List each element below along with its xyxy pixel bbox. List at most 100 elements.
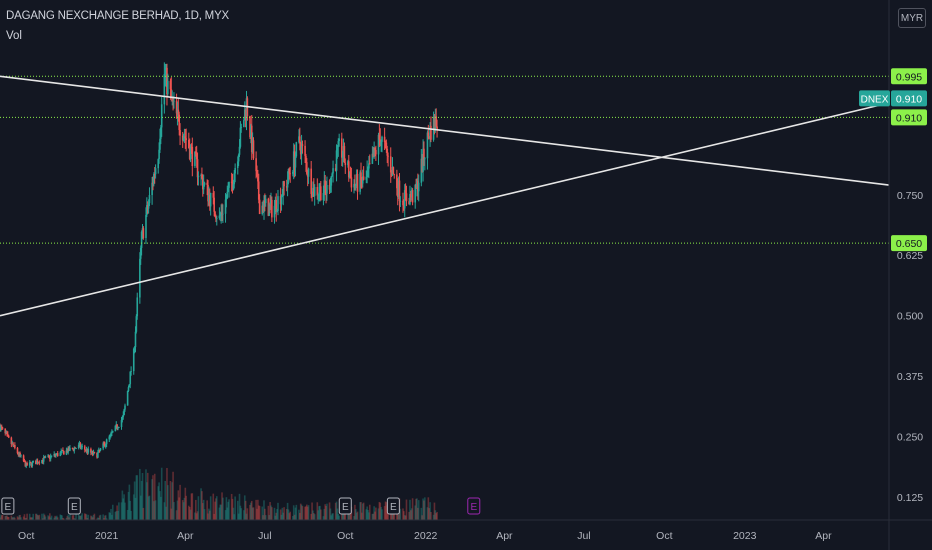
volume-bar [181,500,184,520]
volume-bar [146,482,148,520]
candle-body [222,213,224,215]
candle-body [393,173,396,175]
candle-body [416,181,418,189]
volume-bar [90,515,92,520]
volume-bar [239,505,242,520]
candle-body [74,447,76,449]
candle-body [271,199,273,218]
candle-body [318,192,320,195]
candle-body [415,185,417,189]
volume-bar [232,507,235,520]
candle-body [44,456,47,458]
volume-bar [316,502,319,520]
candle-body [176,109,179,114]
y-tick-label: 0.375 [897,371,923,383]
candle-body [328,184,331,190]
candle-body [287,168,290,182]
candle-body [250,125,252,138]
volume-bar [397,509,400,520]
volume-bar [116,505,118,520]
x-tick-label: Jul [258,530,271,542]
currency-button[interactable]: MYR [898,8,926,28]
earnings-letter: E [390,502,397,513]
volume-bar [331,513,333,520]
candle-body [292,171,294,174]
volume-bar [167,485,169,520]
volume-bar [417,507,419,520]
candle-body [355,173,358,185]
volume-bar [16,516,19,520]
candle-body [169,80,172,90]
level-label: 0.650 [896,238,922,250]
volume-bar [208,508,210,520]
candle-body [200,175,202,176]
candle-body [379,139,382,146]
candle-body [157,159,160,169]
candle-body [306,162,308,174]
candle-body [47,455,49,457]
earnings-marker[interactable]: E [67,497,81,515]
candle-body [349,174,352,178]
volume-bar [36,514,39,520]
volume-bar [207,513,209,520]
candle-body [332,168,334,174]
trendline [0,75,890,186]
candle-body [365,176,368,180]
candle-body [6,433,8,435]
volume-bar [233,514,236,520]
candle-body [402,200,404,206]
volume-bar [409,499,411,520]
volume-bar [104,515,106,520]
volume-bar [84,513,87,520]
candle-body [133,347,136,349]
volume-bar [48,516,50,520]
candle-body [25,463,28,467]
volume-bar [13,516,15,520]
volume-bar [154,500,157,520]
candle-body [240,127,243,128]
volume-bar [26,513,28,520]
candle-body [1,427,4,429]
earnings-marker[interactable]: E [338,497,352,515]
volume-bar [0,517,1,520]
volume-bar [92,514,95,520]
candle-body [396,174,398,189]
candle-body [325,188,327,194]
volume-bar [411,498,414,520]
trendlines[interactable] [0,75,890,317]
volume-bar [38,514,41,520]
volume-bar [311,502,313,520]
candle-body [135,316,138,332]
candle-body [203,182,206,185]
candle-body [275,199,278,212]
candle-body [341,156,344,158]
candle-body [426,132,429,159]
candle-body [313,187,316,196]
candle-body [60,451,62,453]
volume-bar [243,510,245,520]
candle-body [307,168,310,177]
candle-body [191,146,194,167]
candle-body [239,127,242,147]
candle-body [142,228,145,238]
volume-bar [434,510,437,520]
volume-bar [219,504,222,520]
volume-bar [152,475,154,520]
candle-body [252,140,255,159]
earnings-marker[interactable]: E [1,497,15,515]
volume-bar [54,515,56,520]
earnings-marker[interactable]: E [386,497,400,515]
candle-body [184,136,187,139]
candle-body [85,449,88,451]
earnings-marker[interactable]: E [467,497,481,515]
volume-bar [294,507,297,520]
candle-body [227,187,229,192]
volume-bar [86,518,89,520]
volume-bar [261,506,264,520]
volume-bar [41,513,43,520]
volume-bar [209,496,212,520]
candle-body [244,109,247,119]
volume-bar [292,505,295,520]
